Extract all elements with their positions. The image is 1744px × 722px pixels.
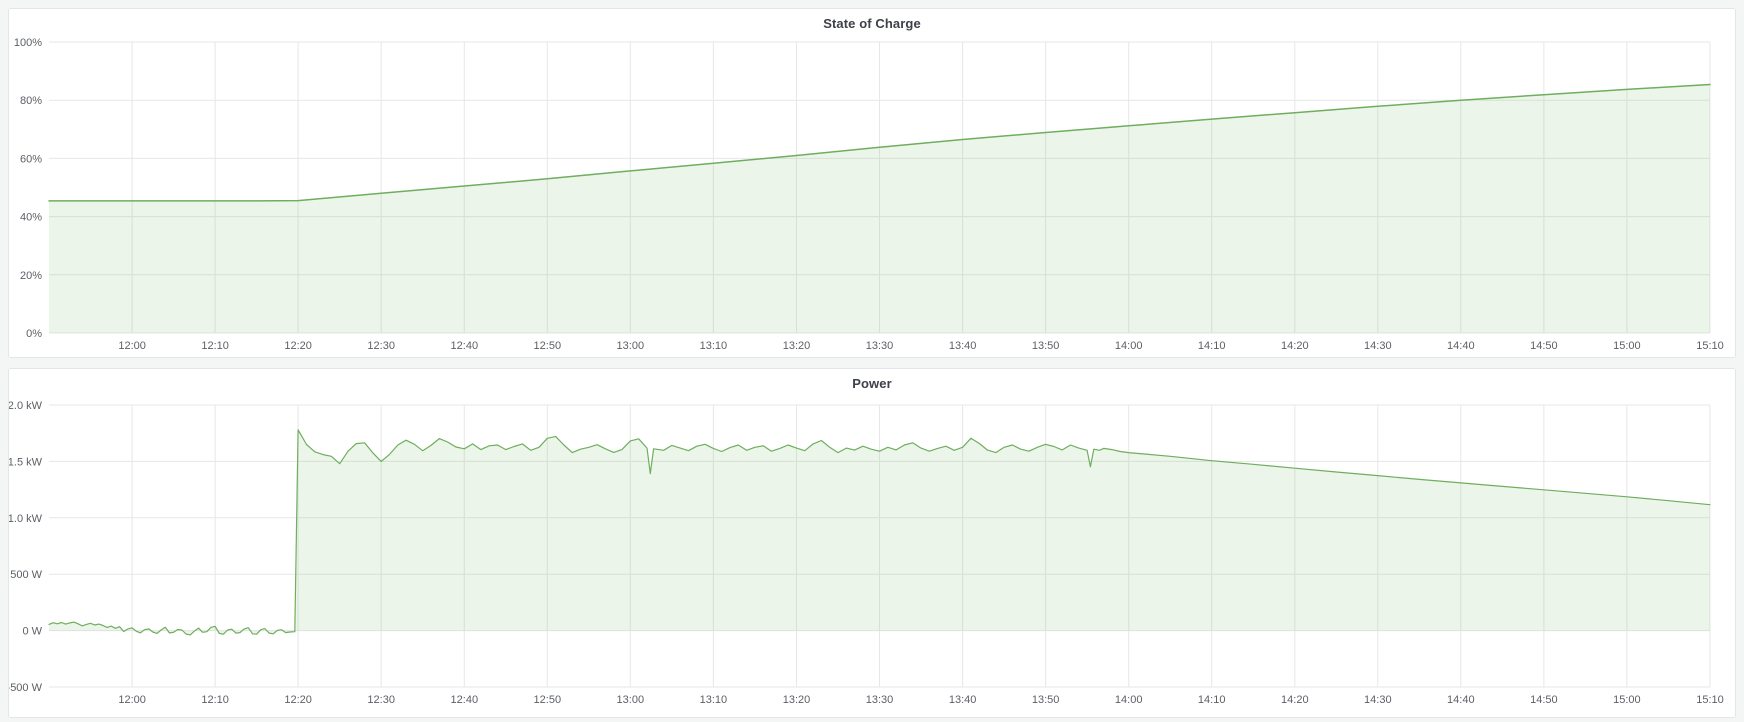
y-tick-label: 40% [20, 212, 42, 224]
panel-title-state-of-charge[interactable]: State of Charge [823, 15, 921, 31]
x-tick-label: 14:30 [1364, 694, 1392, 706]
x-tick-label: 14:20 [1281, 340, 1309, 352]
x-tick-label: 14:40 [1447, 340, 1475, 352]
gridlines [49, 404, 1711, 688]
x-tick-label: 12:10 [201, 694, 229, 706]
y-tick-label: 60% [20, 153, 42, 165]
x-tick-label: 14:10 [1198, 694, 1226, 706]
x-tick-label: 12:50 [534, 340, 562, 352]
x-tick-label: 14:50 [1530, 694, 1558, 706]
x-tick-label: 12:20 [284, 694, 312, 706]
x-tick-label: 13:20 [783, 340, 811, 352]
x-tick-label: 12:30 [367, 340, 395, 352]
x-tick-label: 14:10 [1198, 340, 1226, 352]
panel-state-of-charge: State of Charge 0% 20% 40% 60% 80% 100% 12:00 1… [8, 8, 1736, 358]
x-tick-label: 12:00 [118, 694, 146, 706]
x-tick-label: 14:00 [1115, 340, 1143, 352]
x-axis-labels: 12:00 12:10 12:20 12:30 12:40 12:50 13:00 13:10… [118, 694, 1723, 706]
x-axis-labels: 12:00 12:10 12:20 12:30 12:40 12:50 13:00 13:10… [118, 340, 1723, 352]
y-tick-label: 500 W [10, 569, 42, 581]
x-tick-label: 13:50 [1032, 694, 1060, 706]
series-line [48, 429, 1711, 636]
panel-power: Power -500 W 0 W 500 W 1.0 kW 1.5 kW 2.0 kW 12… [8, 368, 1736, 718]
x-tick-label: 14:40 [1447, 694, 1475, 706]
gridlines [49, 41, 1711, 334]
y-tick-label: 2.0 kW [9, 400, 43, 412]
x-tick-label: 14:50 [1530, 340, 1558, 352]
x-tick-label: 12:30 [367, 694, 395, 706]
panel-header-power[interactable]: Power [9, 369, 1735, 397]
y-tick-label: 1.0 kW [9, 513, 43, 525]
x-tick-label: 15:10 [1696, 694, 1724, 706]
y-axis-labels: -500 W 0 W 500 W 1.0 kW 1.5 kW 2.0 kW [9, 400, 43, 694]
x-tick-label: 13:30 [866, 340, 894, 352]
panel-title-power[interactable]: Power [852, 375, 892, 391]
x-tick-label: 15:10 [1696, 340, 1724, 352]
x-tick-label: 12:00 [118, 340, 146, 352]
y-tick-label: 0% [26, 328, 42, 340]
x-tick-label: 13:40 [949, 340, 977, 352]
x-tick-label: 13:00 [617, 340, 645, 352]
x-tick-label: 13:00 [617, 694, 645, 706]
x-tick-label: 12:40 [451, 694, 479, 706]
y-tick-label: 1.5 kW [9, 456, 43, 468]
x-tick-label: 12:50 [534, 694, 562, 706]
x-tick-label: 14:20 [1281, 694, 1309, 706]
state-of-charge-chart[interactable]: 0%20%40%60%80%100%12:00 12:10 12:20 12:30 12… [9, 37, 1735, 357]
y-tick-label: -500 W [9, 682, 43, 694]
y-tick-label: 20% [20, 270, 42, 282]
x-tick-label: 12:40 [451, 340, 479, 352]
series-fill [49, 429, 1710, 635]
x-tick-label: 13:10 [700, 340, 728, 352]
x-tick-label: 13:10 [700, 694, 728, 706]
x-tick-label: 14:00 [1115, 694, 1143, 706]
y-tick-label: 0 W [22, 626, 42, 638]
x-tick-label: 15:00 [1613, 694, 1641, 706]
x-tick-label: 13:50 [1032, 340, 1060, 352]
series-fill [49, 84, 1710, 333]
x-tick-label: 12:20 [284, 340, 312, 352]
x-tick-label: 14:30 [1364, 340, 1392, 352]
y-tick-label: 80% [20, 95, 42, 107]
y-tick-label: 100% [14, 37, 42, 49]
x-tick-label: 15:00 [1613, 340, 1641, 352]
y-axis-labels: 0% 20% 40% 60% 80% 100% [14, 37, 42, 340]
x-tick-label: 13:20 [783, 694, 811, 706]
series-line [48, 83, 1711, 202]
panel-header-state-of-charge[interactable]: State of Charge [9, 9, 1735, 37]
x-tick-label: 12:10 [201, 340, 229, 352]
x-tick-label: 13:40 [949, 694, 977, 706]
x-tick-label: 13:30 [866, 694, 894, 706]
